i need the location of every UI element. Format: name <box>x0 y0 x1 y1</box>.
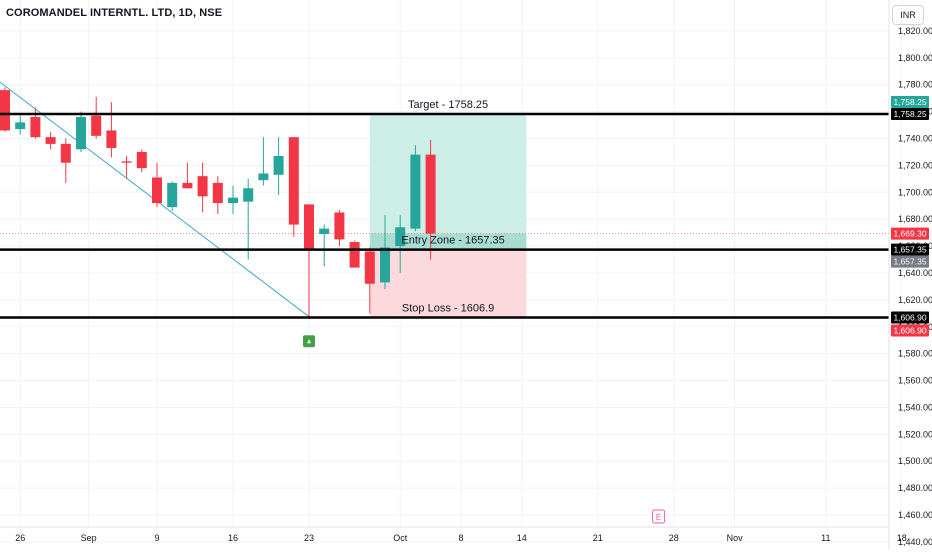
stop-level-tag-text: 1,606.90 <box>893 312 926 322</box>
candle-body[interactable] <box>258 173 269 181</box>
entry-zone-label: Entry Zone - 1657.35 <box>401 235 504 247</box>
candle-body[interactable] <box>136 151 147 169</box>
signal-arrow-icon <box>307 339 311 344</box>
candle-body[interactable] <box>364 251 375 284</box>
stop-price-tag <box>891 324 929 337</box>
y-tick-label: 1,700.00 <box>898 187 932 197</box>
stop-level-tag <box>891 311 929 324</box>
y-tick-label: 1,500.00 <box>898 456 932 466</box>
y-tick-label: 1,460.00 <box>898 510 932 520</box>
y-tick-label: 1,640.00 <box>898 268 932 278</box>
candle-body[interactable] <box>288 137 299 225</box>
x-tick-label: Oct <box>393 533 408 543</box>
candle-body[interactable] <box>395 227 406 247</box>
y-tick-label: 1,540.00 <box>898 402 932 412</box>
candle-body[interactable] <box>15 122 26 130</box>
candle-body[interactable] <box>0 90 10 131</box>
current-price-tag-text: 1,669.30 <box>893 229 926 239</box>
candle-body[interactable] <box>410 154 421 229</box>
target-price-tag-text: 1,758.25 <box>893 97 926 107</box>
y-tick-label: 1,520.00 <box>898 429 932 439</box>
candle-body[interactable] <box>167 182 178 208</box>
y-tick-label: 1,620.00 <box>898 295 932 305</box>
target-level-tag <box>891 107 929 120</box>
candle-body[interactable] <box>91 115 102 136</box>
target-price-tag <box>891 95 929 108</box>
candle-body[interactable] <box>182 182 193 189</box>
x-tick-label: Nov <box>727 533 744 543</box>
entry-zone <box>369 233 527 250</box>
target-level-tag-text: 1,758.25 <box>893 109 926 119</box>
current-price-tag <box>891 227 929 240</box>
trendline[interactable] <box>0 77 310 318</box>
candle-body[interactable] <box>30 116 41 138</box>
y-tick-label: 1,780.00 <box>898 80 932 90</box>
candle-body[interactable] <box>60 143 71 163</box>
target-zone <box>369 113 527 234</box>
y-tick-label: 1,820.00 <box>898 26 932 36</box>
x-tick-label: 18 <box>897 533 907 543</box>
target-label: Target - 1758.25 <box>408 99 488 111</box>
y-tick-label: 1,440.00 <box>898 537 932 547</box>
candle-body[interactable] <box>197 176 208 197</box>
candle-body[interactable] <box>152 177 162 204</box>
x-tick-label: 23 <box>304 533 314 543</box>
candle-body[interactable] <box>349 242 360 268</box>
x-tick-label: 14 <box>517 533 527 543</box>
x-tick-label: Sep <box>81 533 97 543</box>
earnings-marker[interactable] <box>652 509 666 524</box>
stop-loss-label: Stop Loss - 1606.9 <box>402 302 494 314</box>
y-tick-label: 1,480.00 <box>898 483 932 493</box>
candle-body[interactable] <box>319 228 330 234</box>
chart-title: COROMANDEL INTERNTL. LTD, 1D, NSE <box>6 7 223 19</box>
candle-body[interactable] <box>228 197 238 204</box>
candle-body[interactable] <box>45 137 56 144</box>
x-tick-label: 21 <box>593 533 603 543</box>
candle-body[interactable] <box>106 130 117 148</box>
entry-price-tag-text: 1,657.35 <box>893 257 926 267</box>
y-tick-label: 1,800.00 <box>898 53 932 63</box>
stop-loss-zone <box>369 249 527 318</box>
candle-body[interactable] <box>273 155 284 175</box>
candle-body[interactable] <box>243 188 254 202</box>
entry-level-tag <box>891 243 929 256</box>
x-tick-label: 26 <box>15 533 25 543</box>
candle-body[interactable] <box>425 154 436 234</box>
stop-price-tag-text: 1,606.90 <box>893 325 926 335</box>
candle-body[interactable] <box>212 182 223 204</box>
candle-body[interactable] <box>380 247 390 283</box>
entry-level-tag-text: 1,657.35 <box>893 245 926 255</box>
candle-body[interactable] <box>304 204 314 251</box>
y-tick-label: 1,720.00 <box>898 160 932 170</box>
x-tick-label: 9 <box>154 533 159 543</box>
candle-body[interactable] <box>76 116 86 150</box>
x-tick-label: 16 <box>228 533 238 543</box>
x-tick-label: 11 <box>821 533 830 543</box>
y-tick-label: 1,740.00 <box>898 134 932 144</box>
y-tick-label: 1,580.00 <box>898 349 932 359</box>
x-tick-label: 8 <box>458 533 463 543</box>
candle-body[interactable] <box>121 161 132 163</box>
earnings-marker-label: E <box>656 513 661 522</box>
x-tick-label: 28 <box>669 533 679 543</box>
currency-badge[interactable]: INR <box>892 5 924 25</box>
y-tick-label: 1,680.00 <box>898 214 932 224</box>
y-tick-label: 1,560.00 <box>898 376 932 386</box>
entry-price-tag <box>891 255 929 268</box>
candle-body[interactable] <box>334 212 345 240</box>
